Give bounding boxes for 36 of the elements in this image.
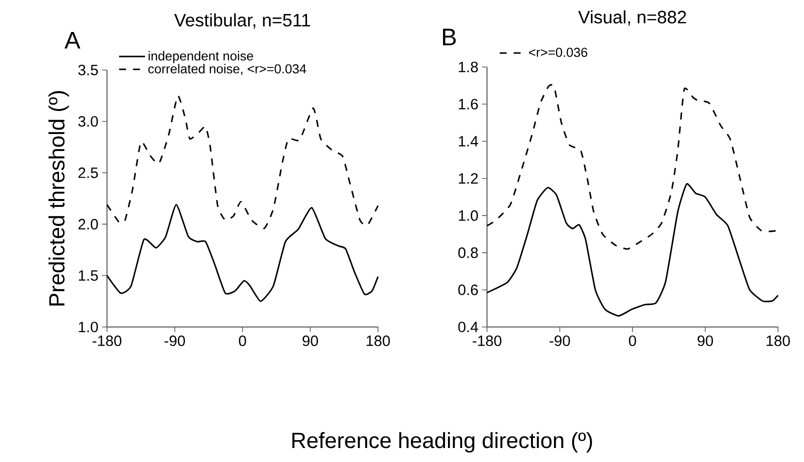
y-tick-label: 0.6 — [458, 284, 478, 296]
x-tick-label: -180 — [92, 335, 122, 346]
y-tick-label: 3.5 — [78, 64, 98, 76]
y-tick-label: 1.0 — [78, 322, 98, 332]
y-tick-label: 2.5 — [78, 167, 98, 178]
y-tick-label: 2.0 — [78, 218, 98, 230]
y-tick-label: 1.8 — [458, 62, 478, 72]
y-tick-label: 0.4 — [458, 322, 478, 332]
y-tick-label: 1.0 — [458, 210, 478, 221]
line-series — [106, 204, 379, 302]
x-tick-label: 90 — [698, 335, 713, 346]
line-series — [486, 183, 779, 317]
x-axis-title: Reference heading direction (º) — [292, 432, 592, 453]
x-tick-label: 90 — [302, 335, 318, 346]
x-tick-label: 180 — [766, 335, 790, 346]
x-tick-label: -90 — [164, 335, 185, 346]
y-tick-label: 0.8 — [458, 247, 478, 258]
y-tick-label: 1.2 — [458, 173, 478, 184]
chart-title: Vestibular, n=511 — [174, 13, 310, 29]
text: A — [64, 32, 80, 48]
y-tick-label: 3.0 — [78, 116, 98, 127]
y-tick-label: 1.4 — [458, 136, 478, 146]
y-tick-label: 1.6 — [458, 98, 478, 110]
y-tick-label: 1.5 — [78, 270, 98, 281]
legend-label: <r>=0.036 — [529, 48, 588, 57]
x-tick-label: 0 — [238, 335, 246, 346]
x-tick-label: 180 — [366, 335, 390, 346]
chart-title: Visual, n=882 — [578, 10, 686, 26]
x-tick-label: -90 — [550, 335, 570, 346]
x-tick-label: 0 — [628, 335, 636, 346]
x-tick-label: -180 — [472, 335, 502, 346]
line-series — [106, 94, 379, 230]
legend-label: correlated noise, <r>=0.034 — [148, 64, 306, 75]
legend-label: independent noise — [148, 51, 254, 64]
y-axis-title: Predicted threshold (º) — [48, 91, 69, 306]
text: B — [443, 28, 456, 46]
